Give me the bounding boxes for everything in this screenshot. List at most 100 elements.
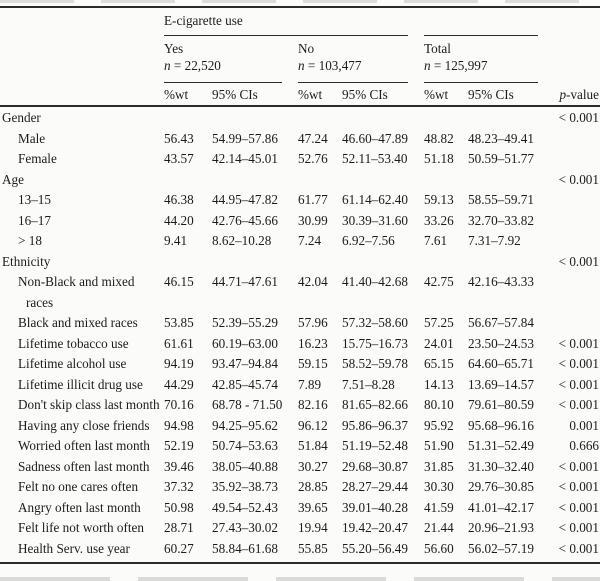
total-ci-cell	[468, 252, 546, 273]
table-row: Lifetime tobacco use 61.61 60.19–63.00 16.2…	[0, 334, 600, 355]
row-label: Sadness often last month	[18, 458, 150, 474]
spanner-label: E-cigarette use	[164, 13, 243, 28]
total-pct-cell: 24.01	[424, 335, 454, 351]
no-ci-cell: 28.27–29.44	[342, 479, 408, 494]
yes-ci-cell: 44.71–47.61	[212, 274, 278, 289]
no-ci-cell: 41.40–42.68	[342, 274, 408, 289]
yes-ci-cell	[212, 108, 298, 129]
yes-pct-cell: 46.38	[164, 192, 194, 207]
yes-pct-cell: 56.43	[164, 130, 194, 146]
total-pct-cell: 80.10	[424, 397, 454, 412]
total-ci-cell: 48.23–49.41	[468, 130, 534, 146]
scan-artifact-top	[0, 0, 600, 3]
total-pct-cell: 95.92	[424, 417, 454, 433]
table-body: Gender < 0.001 Male 56.43 54.99–57.86 47.24 46…	[0, 107, 600, 564]
p-value-cell: 0.001	[569, 417, 599, 433]
no-ci-cell: 46.60–47.89	[342, 130, 408, 146]
group-header-row: Yes n = 22,520 No n = 103,477 Total n = …	[0, 36, 600, 83]
col-header-yes-pct: %wt	[164, 87, 189, 102]
no-pct-cell	[298, 108, 342, 129]
total-ci-cell: 32.70–33.82	[468, 212, 534, 228]
total-ci-cell: 31.30–32.40	[468, 458, 534, 474]
no-ci-cell: 51.19–52.48	[342, 438, 408, 453]
p-value-cell: < 0.001	[558, 520, 599, 535]
yes-ci-cell	[212, 252, 298, 273]
total-pct-cell: 14.13	[424, 376, 454, 392]
total-ci-cell: 50.59–51.77	[468, 151, 534, 166]
p-value-cell	[546, 313, 600, 334]
p-value-cell: < 0.001	[558, 335, 599, 351]
no-pct-cell: 28.85	[298, 479, 328, 494]
spanner-ecigarette-use: E-cigarette use	[164, 8, 424, 36]
no-pct-cell	[298, 170, 342, 191]
total-pct-cell: 30.30	[424, 479, 454, 494]
total-pct-cell: 21.44	[424, 520, 454, 535]
total-pct-cell: 7.61	[424, 233, 448, 248]
total-pct-cell: 31.85	[424, 458, 454, 474]
p-value-cell: < 0.001	[558, 356, 599, 371]
no-ci-cell	[342, 108, 424, 129]
total-ci-cell: 56.02–57.19	[468, 540, 534, 556]
yes-pct-cell: 39.46	[164, 458, 194, 474]
no-ci-cell	[342, 170, 424, 191]
no-pct-cell: 39.65	[298, 499, 328, 515]
group-header-no: No n = 103,477	[298, 36, 424, 83]
total-ci-cell: 56.67–57.84	[468, 315, 534, 330]
yes-pct-cell: 52.19	[164, 438, 194, 453]
col-header-total-ci: 95% CIs	[468, 87, 514, 102]
group-label-no: No	[298, 41, 315, 56]
total-pct-cell: 59.13	[424, 192, 454, 207]
yes-pct-cell: 61.61	[164, 335, 194, 351]
no-ci-cell: 7.51–8.28	[342, 376, 395, 392]
p-value-cell	[546, 129, 600, 150]
yes-ci-cell: 8.62–10.28	[212, 233, 272, 248]
row-label: Female	[18, 151, 57, 166]
yes-ci-cell: 58.84–61.68	[212, 540, 278, 556]
total-pct-cell: 42.75	[424, 274, 454, 289]
table-header: E-cigarette use Yes n = 22,520 No n = 10…	[0, 6, 600, 107]
yes-pct-cell	[164, 252, 212, 273]
row-label: Worried often last month	[18, 438, 150, 453]
statistics-table: E-cigarette use Yes n = 22,520 No n = 10…	[0, 6, 600, 564]
yes-ci-cell: 68.78 - 71.50	[212, 397, 283, 412]
p-value-cell: < 0.001	[558, 253, 599, 269]
total-pct-cell: 51.18	[424, 151, 454, 166]
p-value-cell: < 0.001	[558, 376, 599, 392]
table-row: Having any close friends 94.98 94.25–95.62…	[0, 416, 600, 437]
table-row: 13–15 46.38 44.95–47.82 61.77 61.14–62.40 59.…	[0, 190, 600, 211]
table-row-group: Age < 0.001	[0, 170, 600, 191]
no-ci-cell: 55.20–56.49	[342, 540, 408, 556]
yes-pct-cell: 28.71	[164, 520, 194, 535]
total-ci-cell	[468, 108, 546, 129]
total-pct-cell: 48.82	[424, 130, 454, 146]
spanner-header-row: E-cigarette use	[0, 8, 600, 36]
yes-ci-cell: 94.25–95.62	[212, 417, 278, 433]
row-label: Angry often last month	[18, 499, 141, 515]
no-pct-cell: 30.27	[298, 458, 328, 474]
total-pct-cell: 56.60	[424, 540, 454, 556]
row-label: Black and mixed races	[18, 315, 138, 330]
table-row: > 18 9.41 8.62–10.28 7.24 6.92–7.56 7.61 7.31–…	[0, 231, 600, 252]
table-row: Black and mixed races 53.85 52.39–55.29 57.…	[0, 313, 600, 334]
no-pct-cell: 51.84	[298, 438, 328, 453]
row-label: Health Serv. use year	[18, 540, 130, 556]
table-row: Sadness often last month 39.46 38.05–40.88…	[0, 457, 600, 478]
table-row: Worried often last month 52.19 50.74–53.63…	[0, 436, 600, 457]
total-ci-cell: 23.50–24.53	[468, 335, 534, 351]
no-pct-cell: 55.85	[298, 540, 328, 556]
yes-pct-cell: 94.98	[164, 417, 194, 433]
row-label: 16–17	[18, 212, 51, 228]
total-ci-cell: 95.68–96.16	[468, 417, 534, 433]
no-ci-cell: 58.52–59.78	[342, 356, 408, 371]
total-pct-cell: 51.90	[424, 438, 454, 453]
no-ci-cell: 39.01–40.28	[342, 499, 408, 515]
yes-pct-cell: 9.41	[164, 233, 188, 248]
total-ci-cell: 58.55–59.71	[468, 192, 534, 207]
no-ci-cell: 57.32–58.60	[342, 315, 408, 330]
yes-pct-cell: 50.98	[164, 499, 194, 515]
n-symbol: n	[298, 58, 305, 73]
col-header-no-ci: 95% CIs	[342, 87, 388, 102]
p-value-cell	[546, 272, 600, 313]
yes-pct-cell: 94.19	[164, 356, 194, 371]
